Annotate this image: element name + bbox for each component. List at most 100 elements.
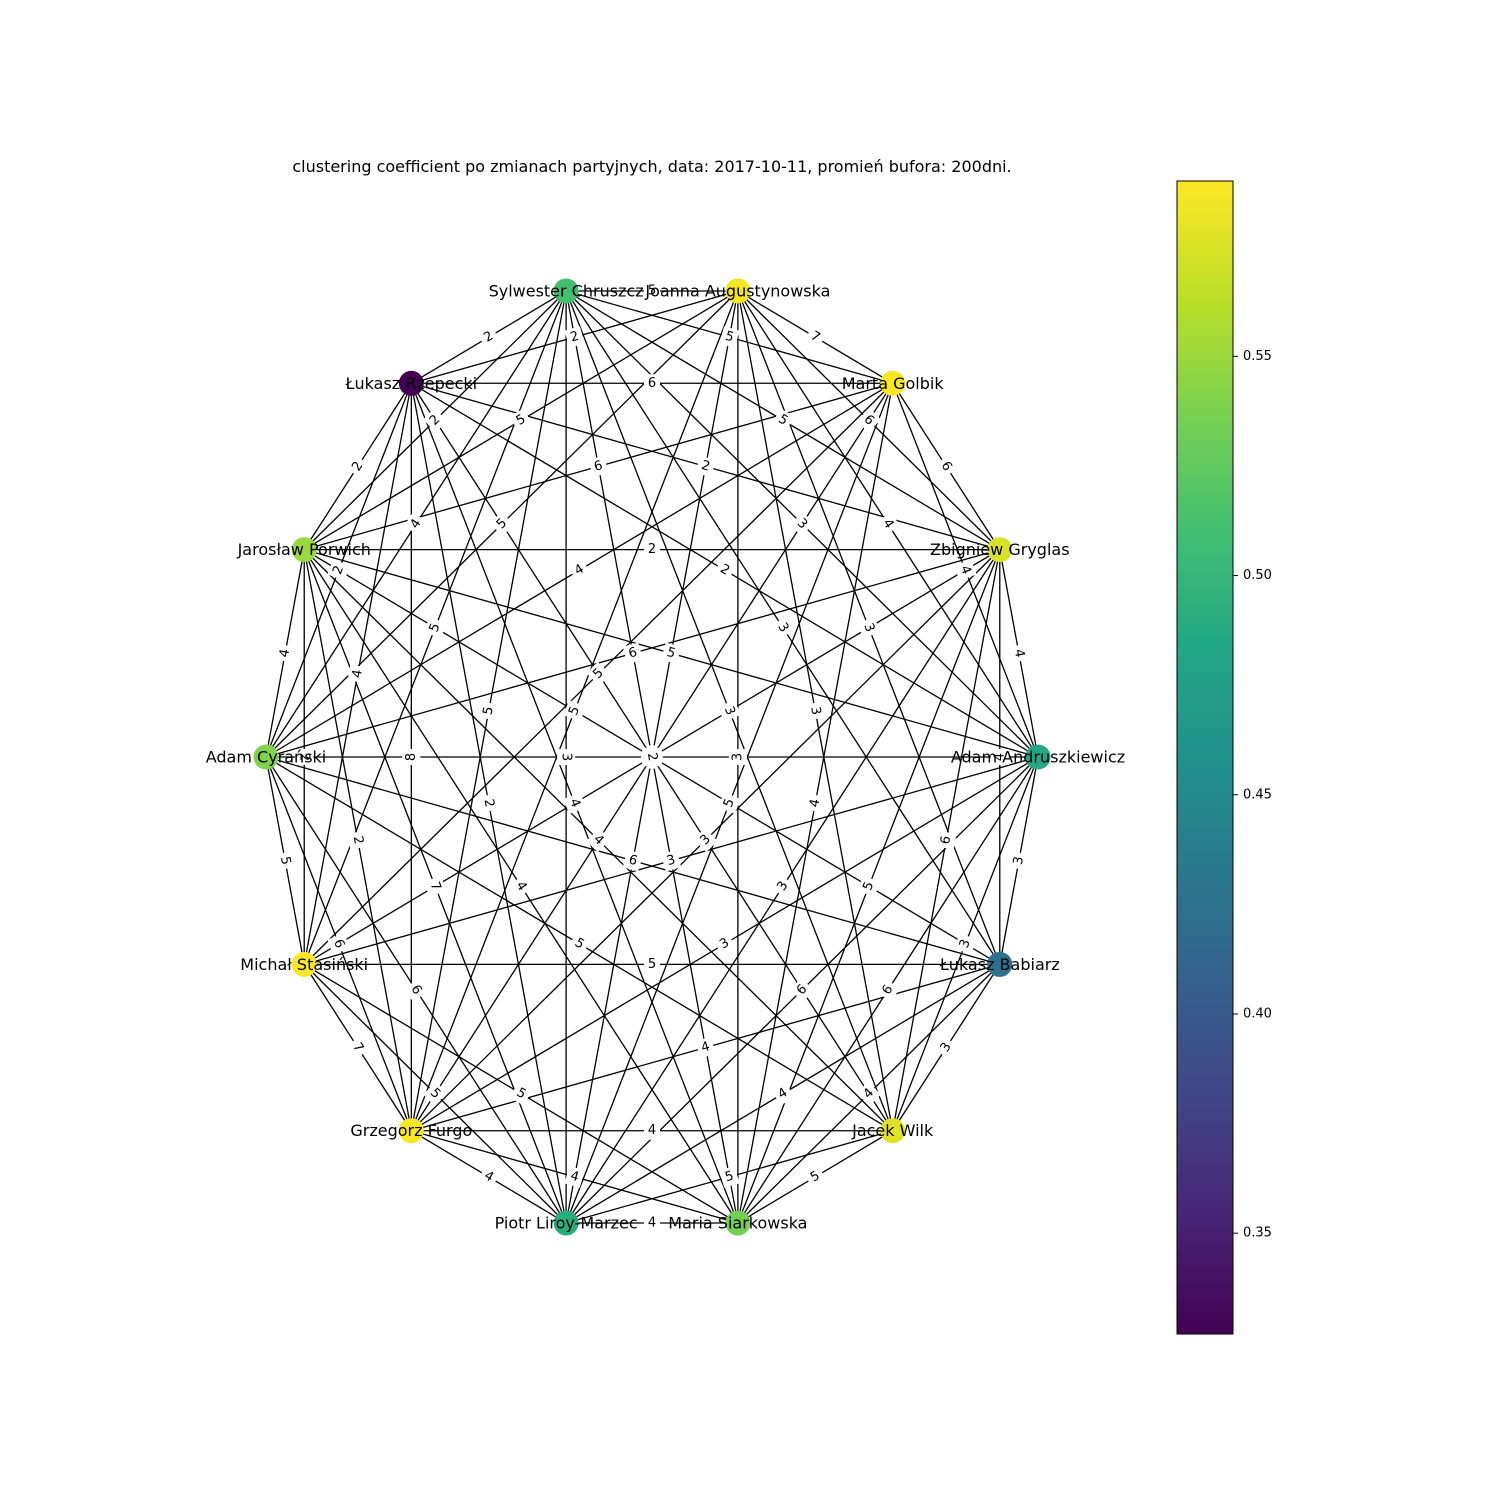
edge-weight-label: 8 <box>402 749 421 765</box>
edge-weight-label: 6 <box>856 408 881 433</box>
edge-weight-text: 2 <box>648 542 656 557</box>
edge-weight-label: 4 <box>695 1036 716 1059</box>
edge-weight-text: 4 <box>350 668 366 679</box>
edge-weight-label: 3 <box>718 700 741 722</box>
node-label: Joanna Augustynowska <box>644 281 830 300</box>
edge-weight-label: 2 <box>345 454 370 479</box>
edge-weight-label: 6 <box>644 374 660 393</box>
edge-weight-label: 6 <box>588 455 609 478</box>
edge-weight-label: 6 <box>622 849 644 872</box>
edge-weight-label: 2 <box>641 747 663 767</box>
edge-weight-label: 3 <box>660 849 682 872</box>
edge-weight-label: 3 <box>934 1035 959 1060</box>
edge-weight-text: 5 <box>648 957 656 972</box>
edge-weight-label: 6 <box>790 977 815 1003</box>
edge-weight-label: 5 <box>423 616 447 639</box>
node-label: Maria Siarkowska <box>668 1214 807 1233</box>
edge-weight-text: 4 <box>569 1169 581 1186</box>
edge-weight-label: 2 <box>713 558 737 582</box>
edge-weight-label: 3 <box>857 616 881 639</box>
edge-weight-label: 7 <box>345 1035 370 1060</box>
edge-weight-label: 4 <box>586 828 611 853</box>
nodes-layer <box>253 278 1051 1236</box>
edge-weight-label: 6 <box>934 454 959 479</box>
edge-weight-label: 4 <box>347 664 369 684</box>
edge-weight-label: 5 <box>719 326 740 348</box>
node <box>725 278 751 304</box>
edge-weight-label: 5 <box>803 1165 827 1189</box>
edge-weight-label: 5 <box>857 875 881 898</box>
node <box>553 278 579 304</box>
edge-weight-text: 5 <box>723 1169 735 1186</box>
node <box>398 1118 424 1144</box>
node <box>987 951 1013 977</box>
node-label: Jacek Wilk <box>851 1121 934 1140</box>
colorbar: 0.35 0.40 0.45 0.50 0.55 <box>1176 180 1272 1335</box>
node <box>725 1210 751 1236</box>
edge-weight-label: 3 <box>804 701 826 721</box>
edge-weight-label: 3 <box>557 749 576 765</box>
node <box>291 951 317 977</box>
edge-weight-label: 4 <box>1008 643 1030 663</box>
edge-weight-text: 2 <box>644 752 660 763</box>
edge-weight-label: 2 <box>423 408 448 433</box>
node-labels-layer: Joanna Augustynowska Marta Golbik Zbigniew… <box>206 281 1125 1232</box>
edge-weight-label: 5 <box>718 792 741 814</box>
edge-weight-label: 3 <box>771 616 795 640</box>
edge-weight-label: 5 <box>586 661 611 686</box>
node-label: Michał Stasiński <box>240 955 368 974</box>
edge-weight-text: 4 <box>992 753 1007 761</box>
edge-weight-label: 7 <box>803 325 827 349</box>
edge-weight-label: 4 <box>404 512 428 536</box>
edge-weight-text: 6 <box>592 458 604 475</box>
edge-weight-label: 7 <box>423 875 447 898</box>
node <box>253 744 279 770</box>
edge-weight-text: 2 <box>350 835 366 846</box>
edge-weight-label: 6 <box>935 830 957 850</box>
edge-weight-label: 4 <box>644 1121 660 1140</box>
edge-weight-text: 2 <box>481 798 497 809</box>
node-label: Grzegorz Furgo <box>350 1121 472 1140</box>
edge-weight-label: 5 <box>489 511 514 537</box>
edge-weight-text: 5 <box>648 283 656 298</box>
edge-weight-text: 5 <box>481 705 497 716</box>
edge-weight-label: 2 <box>478 793 500 813</box>
node <box>291 537 317 563</box>
edge-weight-label: 2 <box>695 455 716 478</box>
node <box>987 537 1013 563</box>
edge-weight-label: 3 <box>954 933 977 955</box>
node-label: Adam Cyrański <box>206 748 327 767</box>
edge-weight-label: 5 <box>719 1166 740 1188</box>
edge-weight-text: 3 <box>730 753 745 761</box>
edge-weight-text: 6 <box>627 852 639 869</box>
edge-weight-label: 6 <box>622 642 644 665</box>
edge-weight-label: 4 <box>274 643 296 663</box>
colorbar-ticks: 0.35 0.40 0.45 0.50 0.55 <box>1233 349 1272 1241</box>
edge-weight-label: 4 <box>990 749 1009 765</box>
edge-labels-layer: 7643354475422552555555565222654543442643… <box>274 281 1030 1233</box>
edge-weight-label: 2 <box>327 559 350 581</box>
node <box>880 1118 906 1144</box>
edge-weight-text: 4 <box>1011 648 1027 659</box>
edge-weight-text: 5 <box>665 645 677 662</box>
edge-weight-label: 4 <box>876 512 900 536</box>
edge-weight-label: 4 <box>954 559 977 581</box>
colorbar-tick-label: 0.40 <box>1243 1006 1272 1021</box>
node <box>1025 744 1051 770</box>
node <box>553 1210 579 1236</box>
figure-title: clustering coefficient po zmianach party… <box>292 157 1011 176</box>
edge-weight-text: 4 <box>648 1216 656 1231</box>
edge-weight-label: 2 <box>295 749 314 765</box>
edge-weight-label: 4 <box>509 874 533 898</box>
edge-weight-text: 5 <box>723 329 735 346</box>
edge-weight-label: 6 <box>876 978 900 1002</box>
edge-weight-label: 4 <box>564 1166 585 1188</box>
edge-weight-label: 4 <box>563 792 586 814</box>
node-label: Piotr Liroy-Marzec <box>495 1214 638 1233</box>
edge-weight-text: 2 <box>700 458 712 475</box>
colorbar-gradient <box>1176 180 1234 1335</box>
edge-weight-text: 4 <box>807 798 823 809</box>
edge-weight-label: 3 <box>790 511 815 537</box>
edge-weight-text: 4 <box>277 648 293 659</box>
